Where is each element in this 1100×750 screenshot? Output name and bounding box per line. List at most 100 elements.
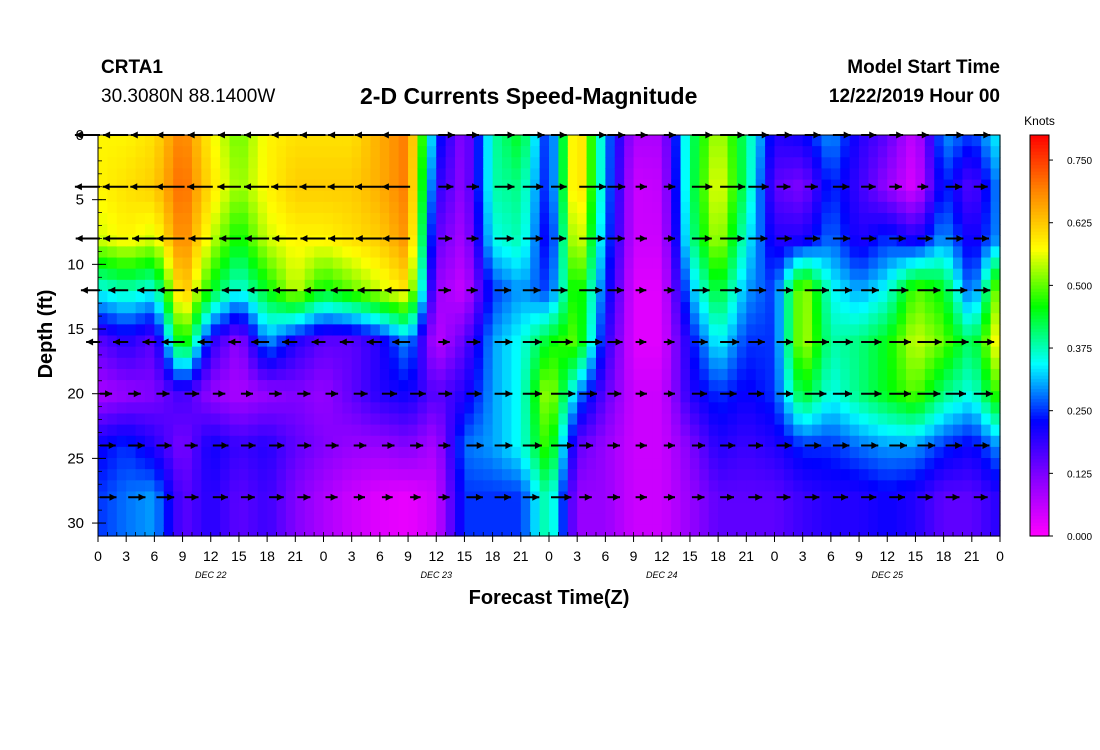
heatmap-cell	[483, 279, 494, 292]
heatmap-cell	[934, 346, 945, 359]
heatmap-cell	[464, 168, 475, 181]
heatmap-cell	[915, 346, 926, 359]
current-arrow-head	[442, 338, 450, 346]
heatmap-cell	[830, 135, 841, 147]
heatmap-cell	[906, 179, 917, 192]
heatmap-cell	[605, 313, 616, 325]
heatmap-cell	[774, 179, 785, 192]
heatmap-cell	[154, 257, 165, 270]
heatmap-cell	[990, 302, 1001, 314]
heatmap-cell	[586, 502, 597, 515]
heatmap-cell	[332, 279, 343, 292]
heatmap-cell	[276, 168, 287, 181]
heatmap-cell	[708, 313, 719, 325]
heatmap-cell	[116, 413, 127, 426]
heatmap-cell	[595, 146, 606, 158]
heatmap-cell	[736, 357, 747, 370]
colorbar-swatch	[1030, 505, 1049, 510]
heatmap-cell	[342, 201, 353, 214]
colorbar-swatch	[1030, 338, 1049, 343]
heatmap-cell	[595, 480, 606, 493]
heatmap-cell	[210, 413, 221, 426]
heatmap-cell	[586, 268, 597, 281]
heatmap-cell	[906, 368, 917, 381]
current-arrow-head	[311, 338, 319, 346]
heatmap-cell	[201, 146, 212, 158]
heatmap-cell	[746, 413, 757, 426]
heatmap-cell	[633, 201, 644, 214]
heatmap-cell	[98, 302, 108, 314]
heatmap-cell	[154, 268, 165, 281]
heatmap-cell	[361, 446, 372, 459]
heatmap-cell	[191, 458, 202, 470]
heatmap-cell	[464, 346, 475, 359]
heatmap-cell	[285, 380, 296, 392]
heatmap-cell	[614, 290, 625, 303]
heatmap-cell	[389, 157, 400, 170]
heatmap-cell	[492, 480, 503, 493]
heatmap-cell	[539, 335, 550, 348]
heatmap-cell	[370, 391, 381, 403]
heatmap-cell	[549, 135, 559, 147]
heatmap-cell	[830, 458, 841, 470]
heatmap-cell	[802, 413, 813, 426]
heatmap-cell	[727, 435, 738, 448]
current-arrow-head	[614, 390, 622, 398]
heatmap-cell	[182, 413, 193, 426]
heatmap-cell	[877, 146, 888, 158]
heatmap-cell	[774, 135, 785, 147]
heatmap-cell	[708, 268, 719, 281]
heatmap-cell	[389, 290, 400, 303]
heatmap-cell	[342, 313, 353, 325]
heatmap-cell	[680, 302, 691, 314]
heatmap-cell	[689, 413, 700, 426]
heatmap-cell	[962, 513, 973, 526]
heatmap-cell	[633, 435, 644, 448]
colorbar-swatch	[1030, 155, 1049, 159]
heatmap-cell	[351, 391, 362, 403]
heatmap-cell	[267, 469, 278, 481]
heatmap-cell	[981, 179, 992, 192]
heatmap-cell	[351, 335, 362, 348]
heatmap-cell	[783, 224, 794, 236]
heatmap-cell	[530, 179, 541, 192]
heatmap-cell	[727, 235, 738, 247]
heatmap-cell	[539, 469, 550, 481]
heatmap-cell	[577, 357, 588, 370]
heatmap-cell	[332, 190, 343, 203]
heatmap-cell	[483, 480, 494, 493]
heatmap-cell	[962, 391, 973, 403]
heatmap-cell	[502, 224, 513, 236]
heatmap-cell	[492, 380, 503, 392]
y-tick-label: 5	[76, 192, 84, 209]
heatmap-cell	[943, 346, 954, 359]
colorbar-swatch	[1030, 388, 1049, 393]
heatmap-cell	[934, 268, 945, 281]
heatmap-cell	[267, 335, 278, 348]
heatmap-cell	[238, 446, 249, 459]
heatmap-cell	[812, 458, 823, 470]
heatmap-cell	[793, 157, 804, 170]
heatmap-cell	[652, 446, 663, 459]
heatmap-cell	[896, 357, 907, 370]
heatmap-cell	[708, 402, 719, 415]
heatmap-cell	[126, 313, 137, 325]
heatmap-cell	[248, 290, 259, 303]
heatmap-cell	[830, 246, 841, 259]
heatmap-cell	[285, 302, 296, 314]
heatmap-cell	[257, 168, 268, 181]
heatmap-cell	[605, 324, 616, 337]
heatmap-cell	[718, 469, 729, 481]
heatmap-cell	[323, 290, 334, 303]
heatmap-cell	[652, 368, 663, 381]
heatmap-cell	[520, 212, 531, 225]
heatmap-cell	[126, 135, 137, 147]
current-arrow-head	[74, 131, 82, 139]
heatmap-cell	[586, 157, 597, 170]
heatmap-cell	[718, 279, 729, 292]
heatmap-cell	[483, 324, 494, 337]
heatmap-cell	[896, 346, 907, 359]
heatmap-cell	[351, 279, 362, 292]
heatmap-cell	[567, 346, 578, 359]
heatmap-cell	[699, 435, 710, 448]
